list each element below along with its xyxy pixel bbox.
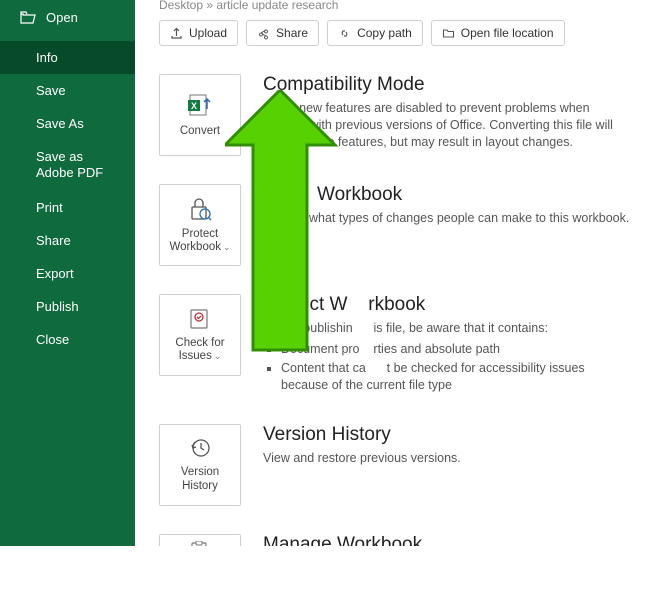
version-history-tile[interactable]: Version History xyxy=(159,424,241,506)
inspect-title: Inspect Woorkbook xyxy=(263,294,630,316)
link-icon xyxy=(338,27,351,40)
section-inspect: Check for Issues⌄ Inspect Woorkbook Befo… xyxy=(159,294,630,396)
version-history-tile-label: Version History xyxy=(164,466,236,492)
check-badge-icon xyxy=(186,307,214,331)
copy-path-button[interactable]: Copy path xyxy=(327,20,423,46)
section-manage: Manage Workbook⌄ Manage Workbook There a… xyxy=(159,534,630,547)
convert-tile-label: Convert xyxy=(180,125,220,138)
sidebar-item-info[interactable]: Info xyxy=(0,41,135,74)
sidebar-item-feedback[interactable]: Feedback xyxy=(0,569,135,602)
sidebar-item-share[interactable]: Share xyxy=(0,224,135,257)
chevron-down-icon: ⌄ xyxy=(214,351,222,361)
info-panel: Desktop » article update research Upload… xyxy=(135,0,650,546)
sidebar-open-label: Open xyxy=(46,10,78,25)
file-menu-sidebar: Open Info Save Save As Save as Adobe PDF… xyxy=(0,0,135,546)
sidebar-item-print[interactable]: Print xyxy=(0,191,135,224)
sidebar-item-save-as[interactable]: Save As xyxy=(0,107,135,140)
manage-icon xyxy=(187,541,213,546)
sidebar-item-open[interactable]: Open xyxy=(0,0,135,41)
inspect-bullet-2: Content that cannot be checked for acces… xyxy=(281,360,630,394)
share-button[interactable]: Share xyxy=(246,20,319,46)
manage-title: Manage Workbook xyxy=(263,534,630,547)
inspect-bullet-1: Document properties and absolute path xyxy=(281,341,630,358)
svg-text:X: X xyxy=(191,101,197,111)
section-compatibility: X Convert Compatibility Mode Some new fe… xyxy=(159,74,630,156)
action-bar: Upload Share Copy path Open file locatio… xyxy=(159,20,630,46)
sidebar-item-close[interactable]: Close xyxy=(0,323,135,356)
open-folder-icon xyxy=(20,11,36,25)
check-issues-tile-label: Check for Issues⌄ xyxy=(164,337,236,363)
manage-workbook-tile[interactable]: Manage Workbook⌄ xyxy=(159,534,241,547)
sidebar-item-save[interactable]: Save xyxy=(0,74,135,107)
version-history-title: Version History xyxy=(263,424,630,446)
protect-desc: what types of changes people can make to… xyxy=(263,210,630,227)
history-icon xyxy=(187,436,213,460)
excel-convert-icon: X xyxy=(185,91,215,119)
check-for-issues-tile[interactable]: Check for Issues⌄ xyxy=(159,294,241,376)
sidebar-item-publish[interactable]: Publish xyxy=(0,290,135,323)
breadcrumb: Desktop » article update research xyxy=(159,0,630,20)
upload-button[interactable]: Upload xyxy=(159,20,238,46)
section-version-history: Version History Version History View and… xyxy=(159,424,630,506)
chevron-down-icon: ⌄ xyxy=(223,242,231,252)
lock-icon xyxy=(186,196,214,222)
inspect-desc: Before publishing this file, be aware th… xyxy=(263,320,630,394)
section-protect: Protect Workbook⌄ Workbook what types of… xyxy=(159,184,630,266)
folder-icon xyxy=(442,27,455,40)
protect-workbook-tile[interactable]: Protect Workbook⌄ xyxy=(159,184,241,266)
compat-desc: Some new features are disabled to preven… xyxy=(263,100,630,151)
sidebar-item-account[interactable]: Account xyxy=(0,536,135,569)
share-icon xyxy=(257,27,270,40)
convert-tile[interactable]: X Convert xyxy=(159,74,241,156)
protect-title: Workbook xyxy=(263,184,630,206)
sidebar-item-export[interactable]: Export xyxy=(0,257,135,290)
protect-tile-label: Protect Workbook⌄ xyxy=(164,228,236,254)
version-history-desc: View and restore previous versions. xyxy=(263,450,630,467)
upload-icon xyxy=(170,27,183,40)
sidebar-item-save-adobe-pdf[interactable]: Save as Adobe PDF xyxy=(0,140,135,191)
compat-title: Compatibility Mode xyxy=(263,74,630,96)
open-file-location-button[interactable]: Open file location xyxy=(431,20,565,46)
